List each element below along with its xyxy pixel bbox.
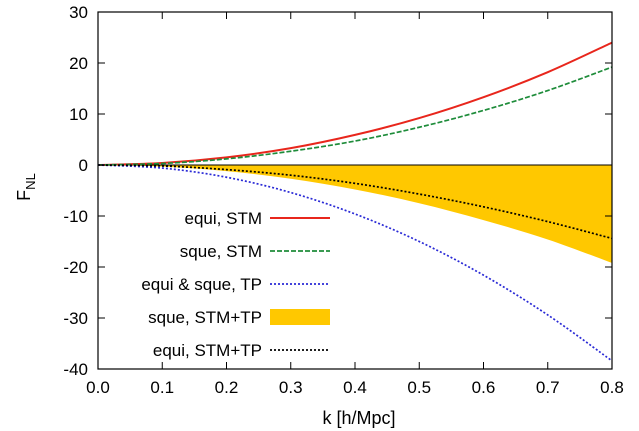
legend-swatch-3 — [270, 309, 330, 325]
y-axis-label-main: F — [14, 190, 34, 201]
legend-label-2: equi & sque, TP — [141, 275, 262, 294]
axes-layer: 0.0 0.1 0.2 0.3 0.4 0.5 0.6 0.7 0.8 30 20 10 0 -10 -20… — [63, 3, 623, 397]
y-tick-label: 10 — [69, 105, 88, 124]
legend-label-3: sque, STM+TP — [148, 308, 262, 327]
y-tick-label: 20 — [69, 54, 88, 73]
y-axis-label: FNL — [14, 173, 38, 201]
y-tick-label: -20 — [63, 258, 88, 277]
y-tick-label: 0 — [79, 156, 88, 175]
series-line-1 — [97, 66, 613, 166]
series-band-3 — [98, 165, 612, 263]
y-axis-label-sub: NL — [23, 173, 38, 190]
x-tick-label: 0.1 — [150, 378, 174, 397]
y-tick-label: -40 — [63, 360, 88, 379]
x-tick-label: 0.4 — [343, 378, 367, 397]
y-tick-label: -10 — [63, 207, 88, 226]
legend: equi, STM sque, STM equi & sque, TP sque, S… — [141, 209, 330, 360]
x-tick-label: 0.6 — [472, 378, 496, 397]
x-tick-label: 0.3 — [279, 378, 303, 397]
x-tick-label: 0.7 — [536, 378, 560, 397]
legend-label-4: equi, STM+TP — [153, 341, 262, 360]
x-tick-label: 0.8 — [600, 378, 624, 397]
legend-label-0: equi, STM — [185, 209, 262, 228]
x-tick-label: 0.5 — [407, 378, 431, 397]
y-tick-label: 30 — [69, 3, 88, 22]
series-layer — [97, 41, 613, 362]
x-axis-label: k [h/Mpc] — [322, 408, 395, 428]
x-tick-label: 0.0 — [86, 378, 110, 397]
series-line-4 — [97, 164, 613, 240]
legend-label-1: sque, STM — [180, 242, 262, 261]
y-tick-label: -30 — [63, 309, 88, 328]
series-line-0 — [97, 41, 613, 166]
x-tick-label: 0.2 — [215, 378, 239, 397]
